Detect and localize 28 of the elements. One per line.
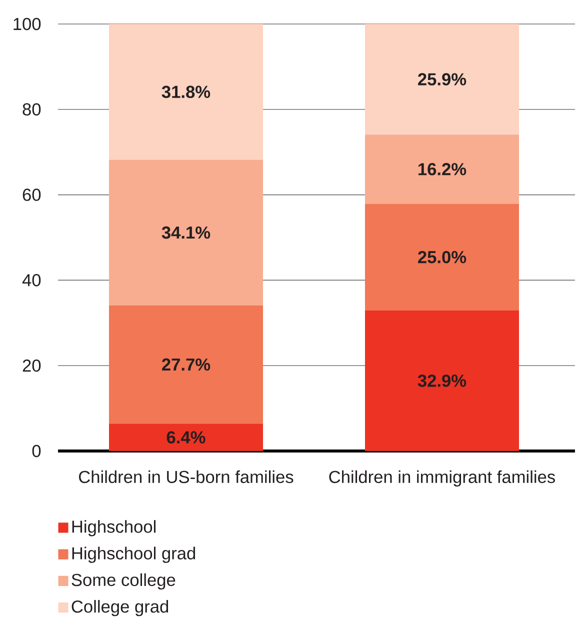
bar	[109, 160, 263, 306]
y-tick-label: 20	[22, 359, 41, 372]
legend-label: College grad	[72, 600, 168, 616]
bar	[364, 24, 519, 135]
data-label: 16.2%	[418, 163, 466, 176]
data-label: 25.0%	[418, 251, 466, 264]
y-tick-label: 100	[14, 18, 41, 30]
bar	[109, 305, 263, 424]
data-label: 6.4%	[166, 431, 206, 444]
bar	[109, 24, 263, 160]
legend-label: Some college	[72, 573, 176, 590]
x-tick-label: Children in US-born families	[78, 470, 294, 484]
legend-label: Highschool	[72, 520, 156, 536]
bar	[109, 424, 263, 451]
bar	[364, 204, 519, 311]
y-tick-label: 40	[22, 274, 41, 286]
data-label: 25.9%	[418, 73, 466, 86]
y-tick-label: 60	[22, 188, 41, 201]
legend-label: Highschool grad	[72, 546, 196, 563]
y-tick-label: 80	[22, 103, 41, 116]
data-label: 34.1%	[162, 226, 210, 239]
data-label: 27.7%	[162, 358, 210, 371]
y-tick-label: 0	[32, 444, 41, 458]
x-tick-label: Children in immigrant families	[329, 470, 555, 487]
bar	[364, 134, 519, 204]
data-label: 32.9%	[418, 374, 466, 387]
bar	[364, 310, 519, 451]
data-label: 31.8%	[162, 86, 210, 98]
